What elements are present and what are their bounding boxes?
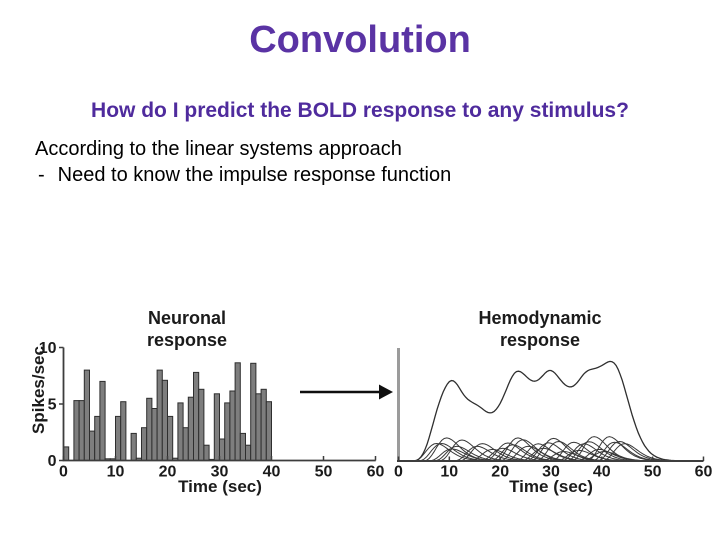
bar <box>245 444 252 461</box>
arrow-head <box>379 384 393 400</box>
right-chart-title-line2: response <box>500 330 580 350</box>
bar <box>187 396 195 461</box>
bar <box>198 388 205 461</box>
x-tick-label: 20 <box>491 464 509 481</box>
bar <box>224 402 231 461</box>
bar <box>99 380 106 461</box>
right-chart-title-line1: Hemodynamic <box>478 308 601 328</box>
x-tick-label: 0 <box>59 464 68 481</box>
x-tick-label: 50 <box>644 464 662 481</box>
bar <box>94 415 101 461</box>
bar <box>182 427 189 461</box>
bar <box>255 393 262 461</box>
slide-title: Convolution <box>249 19 471 61</box>
bar <box>156 369 163 461</box>
x-tick-label: 60 <box>367 464 385 481</box>
x-tick-label: 40 <box>263 464 281 481</box>
bar <box>120 401 127 461</box>
bar <box>141 427 148 461</box>
bar <box>83 369 91 461</box>
x-tick-label: 10 <box>107 464 125 481</box>
bar <box>193 371 200 461</box>
y-tick-label: 10 <box>39 340 57 357</box>
x-tick-label: 30 <box>542 464 560 481</box>
left-chart-ylabel: Spikes/sec <box>29 346 48 434</box>
right-arrow-icon <box>300 384 393 400</box>
x-tick-label: 40 <box>593 464 611 481</box>
bar <box>213 393 221 461</box>
y-tick-label: 0 <box>48 453 57 470</box>
right-chart-xlabel: Time (sec) <box>509 477 593 496</box>
left-chart-title-line1: Neuronal <box>148 308 226 328</box>
bar <box>239 432 247 461</box>
bar <box>115 415 122 461</box>
x-tick-label: 60 <box>695 464 713 481</box>
bar <box>151 408 158 461</box>
x-tick-label: 50 <box>315 464 333 481</box>
sum-curve <box>398 360 704 462</box>
x-tick-label: 30 <box>211 464 229 481</box>
x-tick-label: 0 <box>394 464 403 481</box>
bar <box>219 438 226 461</box>
bar <box>73 400 80 462</box>
x-tick-label: 20 <box>159 464 177 481</box>
charts-figure: Neuronal response Spikes/sec Time (sec) … <box>29 308 713 496</box>
left-chart-xlabel: Time (sec) <box>178 477 262 496</box>
y-tick-label: 5 <box>48 397 57 414</box>
bar <box>234 362 241 461</box>
bullet-text: Need to know the impulse response functi… <box>57 164 452 186</box>
bar <box>250 362 257 461</box>
x-tick-label: 10 <box>440 464 458 481</box>
bullet-line: - Need to know the impulse response funct… <box>38 164 451 187</box>
bar <box>177 402 184 461</box>
neuronal-response-plot: 0 10 20 30 40 50 60 0 5 10 <box>39 340 385 481</box>
hemodynamic-response-plot: 0 10 20 30 40 50 60 <box>394 348 713 481</box>
bar <box>203 444 210 461</box>
body-line: According to the linear systems approach <box>35 138 402 160</box>
left-chart-title-line2: response <box>147 330 227 350</box>
bar <box>260 388 267 461</box>
bar <box>146 397 153 462</box>
bar <box>78 400 85 462</box>
slide-subtitle: How do I predict the BOLD response to an… <box>91 99 629 122</box>
bar <box>130 432 137 461</box>
bar <box>229 390 236 461</box>
bar <box>89 430 96 462</box>
bar <box>265 401 272 461</box>
bar <box>167 415 174 461</box>
bar <box>161 379 169 461</box>
bullet-dash: - <box>38 164 45 186</box>
